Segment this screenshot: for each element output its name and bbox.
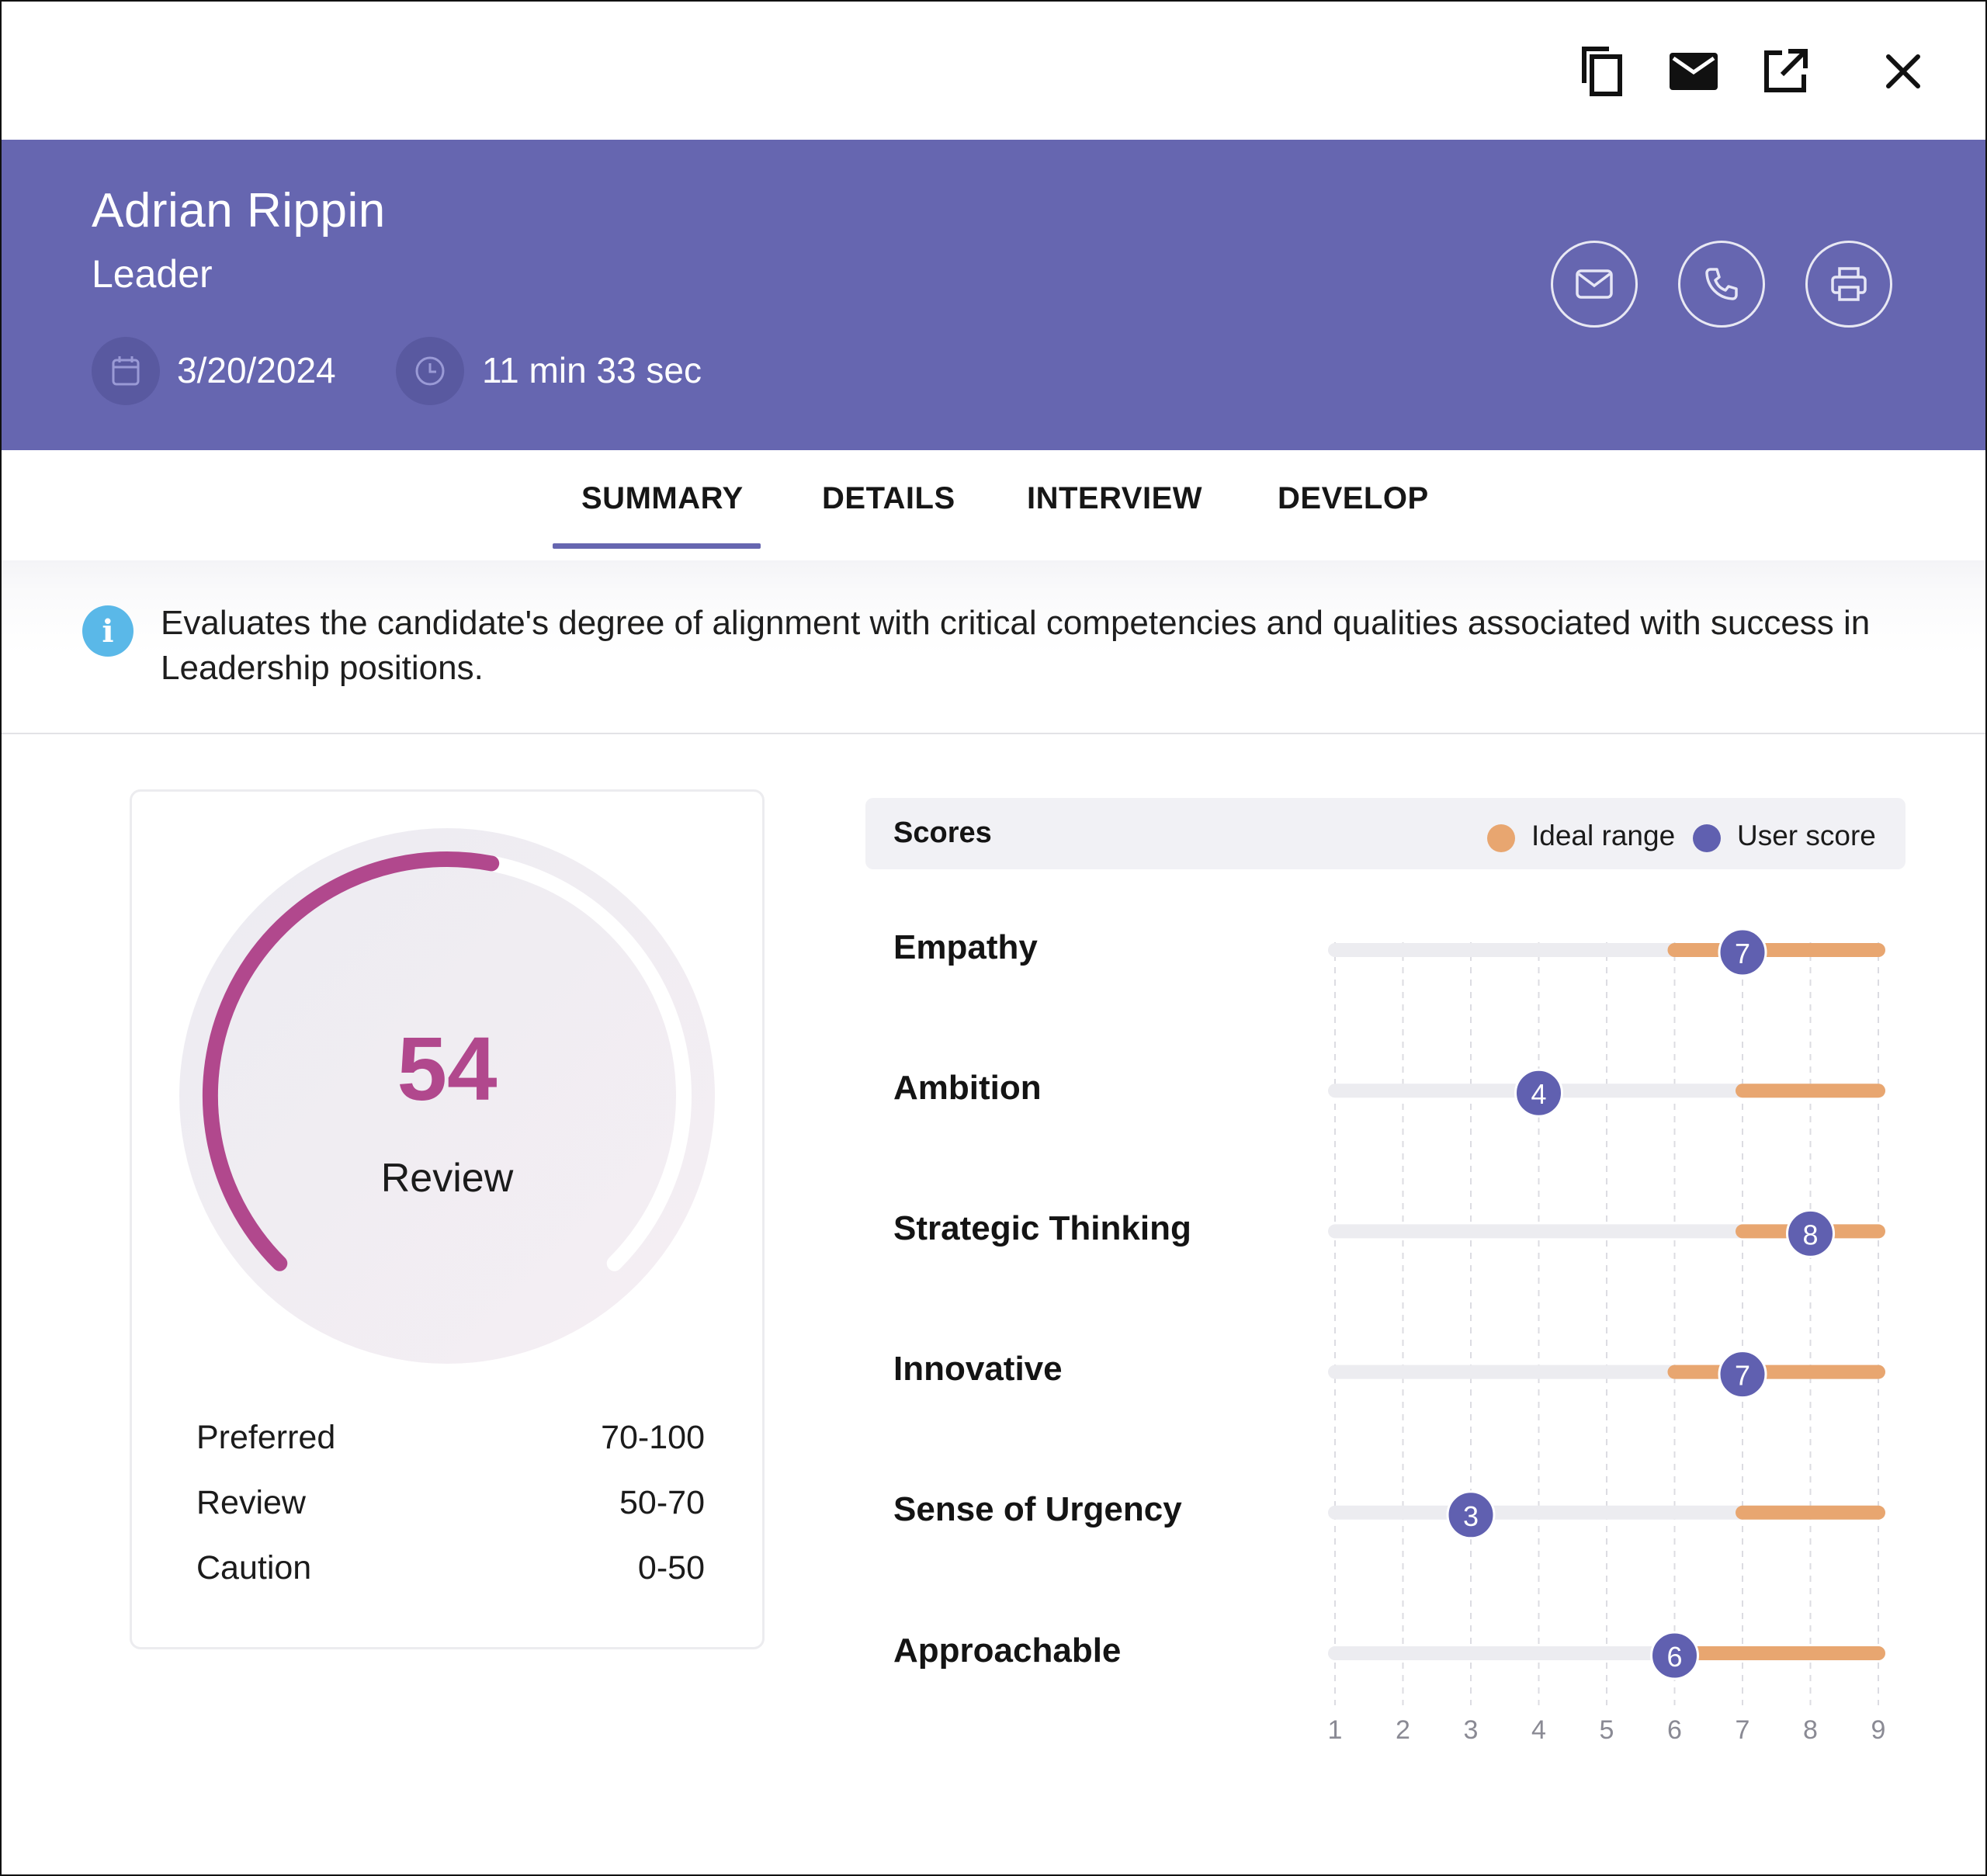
x-tick-label: 2 [1396, 1715, 1410, 1745]
x-tick-label: 1 [1328, 1715, 1343, 1745]
tab-details[interactable]: DETAILS [822, 481, 955, 515]
user-score-marker [1514, 1068, 1563, 1118]
tab-summary[interactable]: SUMMARY [581, 481, 744, 515]
close-icon [1886, 54, 1920, 88]
gauge-background [179, 828, 715, 1364]
email-candidate-button[interactable] [1551, 241, 1638, 328]
x-tick-label: 6 [1667, 1715, 1682, 1745]
gauge-value-arc [202, 851, 500, 1271]
legend-user-score-swatch [1693, 824, 1721, 852]
user-score-marker [1446, 1490, 1496, 1540]
copy-button[interactable] [1571, 40, 1633, 102]
legend-user-score-label: User score [1737, 820, 1876, 851]
range-value: 50-70 [619, 1484, 705, 1521]
clock-icon [396, 337, 464, 405]
range-label: Caution [196, 1549, 312, 1586]
call-candidate-button[interactable] [1678, 241, 1765, 328]
competency-label: Innovative [893, 1350, 1063, 1388]
user-score-label: 7 [1735, 1360, 1750, 1392]
competency-label: Ambition [893, 1069, 1042, 1107]
user-score-label: 7 [1735, 938, 1750, 969]
copy-icon [1582, 47, 1622, 96]
overall-score-card: 54 Review Preferred 70-100 Review 50-70 … [130, 789, 765, 1649]
candidate-header: Adrian Rippin Leader 3/20/2024 11 min 33… [2, 140, 1985, 450]
x-tick-label: 7 [1736, 1715, 1750, 1745]
user-score-label: 8 [1802, 1219, 1818, 1250]
legend-ideal-range-label: Ideal range [1531, 820, 1676, 851]
x-tick-label: 3 [1464, 1715, 1479, 1745]
assessment-duration: 11 min 33 sec [482, 350, 702, 390]
range-label: Preferred [196, 1419, 336, 1456]
legend-ideal-range-swatch [1487, 824, 1515, 852]
competency-label: Strategic Thinking [893, 1209, 1191, 1247]
active-tab-indicator [553, 543, 761, 549]
tab-interview[interactable]: INTERVIEW [1027, 481, 1203, 515]
x-tick-label: 5 [1600, 1715, 1614, 1745]
user-score-marker [1650, 1631, 1699, 1680]
info-banner: i Evaluates the candidate's degree of al… [2, 560, 1985, 734]
user-score-label: 4 [1531, 1078, 1546, 1110]
printer-icon [1831, 267, 1867, 301]
competency-label: Approachable [893, 1632, 1122, 1670]
user-score-marker [1718, 928, 1767, 977]
score-gauge [179, 828, 715, 1364]
phone-icon [1705, 268, 1738, 300]
x-tick-label: 9 [1871, 1715, 1886, 1745]
calendar-icon [92, 337, 160, 405]
user-score-marker [1718, 1350, 1767, 1399]
open-external-button[interactable] [1754, 40, 1816, 102]
window-toolbar [2, 2, 1985, 140]
mail-icon [1670, 53, 1718, 90]
email-report-button[interactable] [1663, 40, 1725, 102]
info-icon: i [82, 605, 134, 657]
open-external-icon [1764, 49, 1808, 92]
scores-header: Scores Ideal range User score [865, 798, 1906, 869]
user-score-label: 6 [1666, 1641, 1682, 1673]
overall-status: Review [380, 1156, 514, 1201]
competency-label: Sense of Urgency [893, 1490, 1182, 1528]
candidate-role: Leader [92, 252, 213, 296]
assessment-date: 3/20/2024 [177, 350, 336, 390]
overall-score: 54 [397, 1018, 498, 1119]
print-button[interactable] [1805, 241, 1892, 328]
scores-title: Scores [893, 817, 992, 849]
close-button[interactable] [1872, 40, 1934, 102]
info-text: Evaluates the candidate's degree of alig… [161, 604, 1871, 687]
tab-bar: SUMMARY DETAILS INTERVIEW DEVELOP [2, 450, 1985, 560]
user-score-label: 3 [1463, 1500, 1479, 1532]
candidate-name: Adrian Rippin [92, 184, 386, 238]
x-tick-label: 4 [1531, 1715, 1546, 1745]
envelope-icon [1576, 269, 1613, 299]
range-value: 0-50 [637, 1549, 705, 1586]
range-value: 70-100 [601, 1419, 705, 1456]
tab-develop[interactable]: DEVELOP [1278, 481, 1429, 515]
user-score-marker [1786, 1208, 1835, 1258]
competency-label: Empathy [893, 928, 1038, 966]
x-tick-label: 8 [1803, 1715, 1818, 1745]
range-label: Review [196, 1484, 306, 1521]
